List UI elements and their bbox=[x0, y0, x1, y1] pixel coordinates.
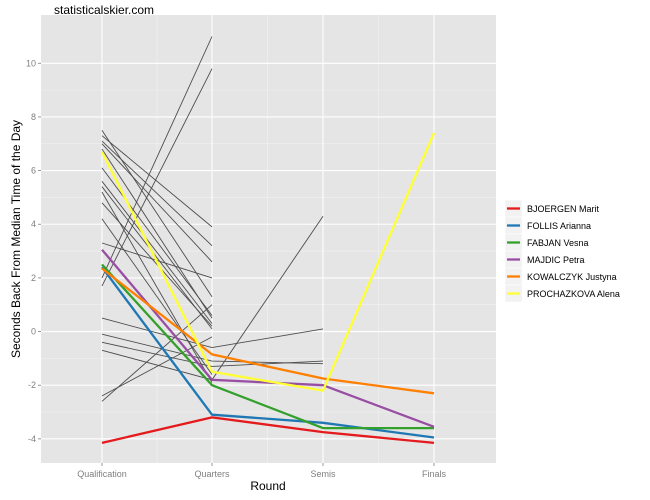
series-line bbox=[101, 248, 435, 428]
legend-label: KOWALCZYK Justyna bbox=[527, 272, 617, 282]
x-axis-title: Round bbox=[250, 479, 285, 493]
background-athlete-line bbox=[101, 68, 213, 287]
y-tick-label: 4 bbox=[31, 219, 36, 229]
background-athlete-line bbox=[101, 341, 324, 367]
y-tick-label: 2 bbox=[31, 273, 36, 283]
x-tick-label: Finals bbox=[422, 469, 447, 479]
background-athlete-line bbox=[101, 336, 213, 397]
y-tick-label: 10 bbox=[26, 58, 36, 68]
background-athlete-line bbox=[101, 140, 213, 247]
plot-panel bbox=[41, 15, 496, 463]
background-lines bbox=[101, 36, 324, 402]
series-line bbox=[101, 416, 435, 445]
background-athlete-line bbox=[101, 181, 213, 324]
series-line bbox=[101, 263, 434, 430]
y-tick-label: -2 bbox=[28, 380, 36, 390]
background-athlete-line bbox=[101, 148, 213, 319]
background-athlete-line bbox=[101, 218, 213, 375]
legend-label: MAJDIC Petra bbox=[527, 255, 585, 265]
background-athlete-line bbox=[101, 143, 213, 263]
legend-label: FOLLIS Arianna bbox=[527, 221, 591, 231]
series-lines bbox=[100, 132, 436, 445]
x-tick-label: Qualification bbox=[77, 469, 127, 479]
background-athlete-line bbox=[101, 135, 213, 228]
y-tick-label: 8 bbox=[31, 112, 36, 122]
y-tick-label: -4 bbox=[28, 434, 36, 444]
series-line bbox=[100, 132, 436, 392]
legend: BJOERGEN Marit FOLLIS Arianna FABJAN Vesna… bbox=[504, 199, 620, 303]
y-axis: -4 -2 0 2 4 6 8 10 bbox=[26, 58, 41, 444]
x-tick-label: Semis bbox=[310, 469, 336, 479]
background-athlete-line bbox=[101, 202, 213, 327]
watermark-text: statisticalskier.com bbox=[54, 3, 154, 17]
background-athlete-line bbox=[101, 167, 213, 316]
background-athlete-line bbox=[101, 36, 213, 279]
x-axis: Qualification Quarters Semis Finals bbox=[77, 463, 446, 479]
y-tick-label: 0 bbox=[31, 327, 36, 337]
series-line bbox=[101, 266, 435, 439]
grid-minor bbox=[41, 15, 496, 463]
background-athlete-line bbox=[101, 317, 324, 349]
legend-label: PROCHAZKOVA Alena bbox=[527, 289, 620, 299]
background-athlete-line bbox=[101, 304, 213, 402]
y-tick-label: 6 bbox=[31, 166, 36, 176]
legend-label: FABJAN Vesna bbox=[527, 238, 589, 248]
y-axis-title: Seconds Back From Median Time of the Day bbox=[9, 120, 23, 358]
legend-label: BJOERGEN Marit bbox=[527, 204, 600, 214]
x-tick-label: Quarters bbox=[194, 469, 230, 479]
series-line bbox=[101, 267, 435, 395]
